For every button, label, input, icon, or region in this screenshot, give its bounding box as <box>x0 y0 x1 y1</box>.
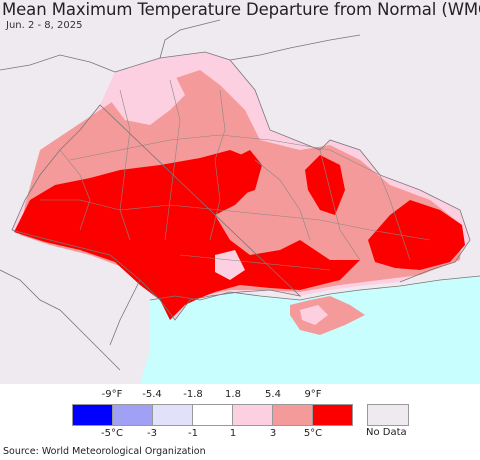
legend-c-tick: 1 <box>229 428 237 439</box>
country-borders <box>0 19 471 371</box>
legend-nodata-swatch <box>367 404 409 426</box>
legend-f-tick: -1.8 <box>183 389 203 400</box>
legend-f-tick: -9°F <box>101 389 123 400</box>
legend-c-tick: 5°C <box>303 428 323 439</box>
coastline <box>149 275 480 301</box>
legend-swatch-0 <box>72 404 113 426</box>
legend-f-tick: 5.4 <box>265 389 281 400</box>
region-red-east <box>368 200 465 270</box>
legend-f-tick: -5.4 <box>142 389 162 400</box>
region-red-west <box>14 150 360 320</box>
legend-swatch-5 <box>272 404 313 426</box>
region-pink-southwest <box>215 250 245 280</box>
crimea-pink <box>300 305 328 325</box>
legend: -9°F -5.4 -1.8 1.8 5.4 9°F -5°C -3 -1 1 … <box>0 384 480 444</box>
legend-swatch-3 <box>192 404 233 426</box>
legend-c-tick: -3 <box>147 428 157 439</box>
legend-swatch-2 <box>152 404 193 426</box>
temperature-departure-map <box>0 0 480 384</box>
oblast-borders <box>40 79 431 271</box>
region-north-pink <box>110 70 185 125</box>
legend-f-tick: 1.8 <box>225 389 241 400</box>
legend-swatch-1 <box>112 404 153 426</box>
legend-swatch-6 <box>312 404 353 426</box>
region-red-northeast <box>305 155 345 215</box>
legend-c-tick: -1 <box>188 428 198 439</box>
legend-c-tick: 3 <box>269 428 277 439</box>
legend-nodata-label: No Data <box>366 427 407 438</box>
legend-f-tick: 9°F <box>304 389 322 400</box>
moldova-region <box>158 255 195 310</box>
legend-swatch-4 <box>232 404 273 426</box>
region-red-center <box>228 150 262 195</box>
legend-c-tick: -5°C <box>101 428 123 439</box>
map-title: Mean Maximum Temperature Departure from … <box>2 0 480 19</box>
source-credit: Source: World Meteorological Organizatio… <box>3 446 206 457</box>
crimea <box>290 296 365 335</box>
date-range: Jun. 2 - 8, 2025 <box>6 20 83 31</box>
